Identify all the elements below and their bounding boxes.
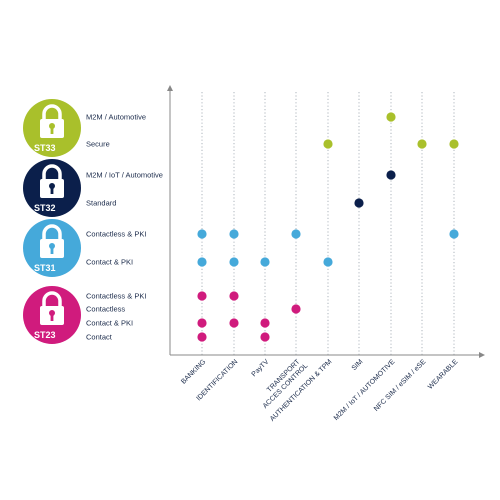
row-label: M2M / IoT / Automotive (86, 171, 163, 180)
lock-keyhole-slot (50, 247, 54, 254)
data-point (197, 229, 207, 239)
category-label: PayTV (251, 358, 271, 378)
family-badge-st32: ST32 (23, 159, 81, 217)
axes (167, 85, 485, 358)
lock-icon (40, 224, 64, 258)
row-label: Secure (86, 140, 110, 149)
lock-keyhole (49, 243, 55, 249)
lock-keyhole-slot (50, 187, 54, 194)
data-point (229, 229, 239, 239)
lock-keyhole-slot (50, 127, 54, 134)
data-point (229, 291, 239, 301)
data-point (229, 318, 239, 328)
lock-keyhole (49, 310, 55, 316)
row-label: Standard (86, 199, 116, 208)
family-badges: ST33 ST32 ST31 ST23 (23, 99, 81, 344)
family-badge-st31: ST31 (23, 219, 81, 277)
family-badge-st23: ST23 (23, 286, 81, 344)
data-point (260, 318, 270, 328)
row-label: Contact & PKI (86, 319, 133, 328)
lock-shackle (42, 104, 62, 120)
family-name: ST23 (34, 330, 56, 340)
lock-icon (40, 164, 64, 198)
row-label: Contact (86, 333, 113, 342)
data-point (386, 112, 396, 122)
data-point (323, 139, 333, 149)
row-label: Contact & PKI (86, 258, 133, 267)
lock-keyhole (49, 183, 55, 189)
data-point (291, 229, 301, 239)
lock-keyhole-slot (50, 314, 54, 321)
row-label: Contactless & PKI (86, 292, 146, 301)
category-label: BANKING (180, 358, 207, 385)
family-badge-st33: ST33 (23, 99, 81, 157)
row-label: Contactless (86, 305, 125, 314)
category-label: SIM (351, 358, 365, 372)
lock-shackle (42, 291, 62, 307)
lock-shackle (42, 224, 62, 240)
row-label: Contactless & PKI (86, 230, 146, 239)
data-point (260, 332, 270, 342)
row-labels: M2M / Automotive Secure M2M / IoT / Automo… (86, 113, 163, 342)
data-point (197, 318, 207, 328)
family-name: ST31 (34, 263, 56, 273)
data-point (229, 257, 239, 267)
data-point (449, 229, 459, 239)
data-point (386, 170, 396, 180)
row-label: M2M / Automotive (86, 113, 146, 122)
data-point (354, 198, 364, 208)
data-point (197, 257, 207, 267)
data-point (417, 139, 427, 149)
data-point (260, 257, 270, 267)
category-label: NFC SIM / eSIM / eSE (373, 358, 428, 413)
data-point (197, 291, 207, 301)
category-label: WEARABLE (427, 358, 460, 391)
data-point (197, 332, 207, 342)
lock-icon (40, 291, 64, 325)
category-label: M2M / IoT / AUTOMOTIVE (333, 358, 397, 422)
lock-icon (40, 104, 64, 138)
lock-shackle (42, 164, 62, 180)
data-point (291, 304, 301, 314)
data-points (197, 112, 459, 342)
data-point (323, 257, 333, 267)
lock-keyhole (49, 123, 55, 129)
family-name: ST33 (34, 143, 56, 153)
grid (201, 92, 455, 355)
data-point (449, 139, 459, 149)
family-name: ST32 (34, 203, 56, 213)
